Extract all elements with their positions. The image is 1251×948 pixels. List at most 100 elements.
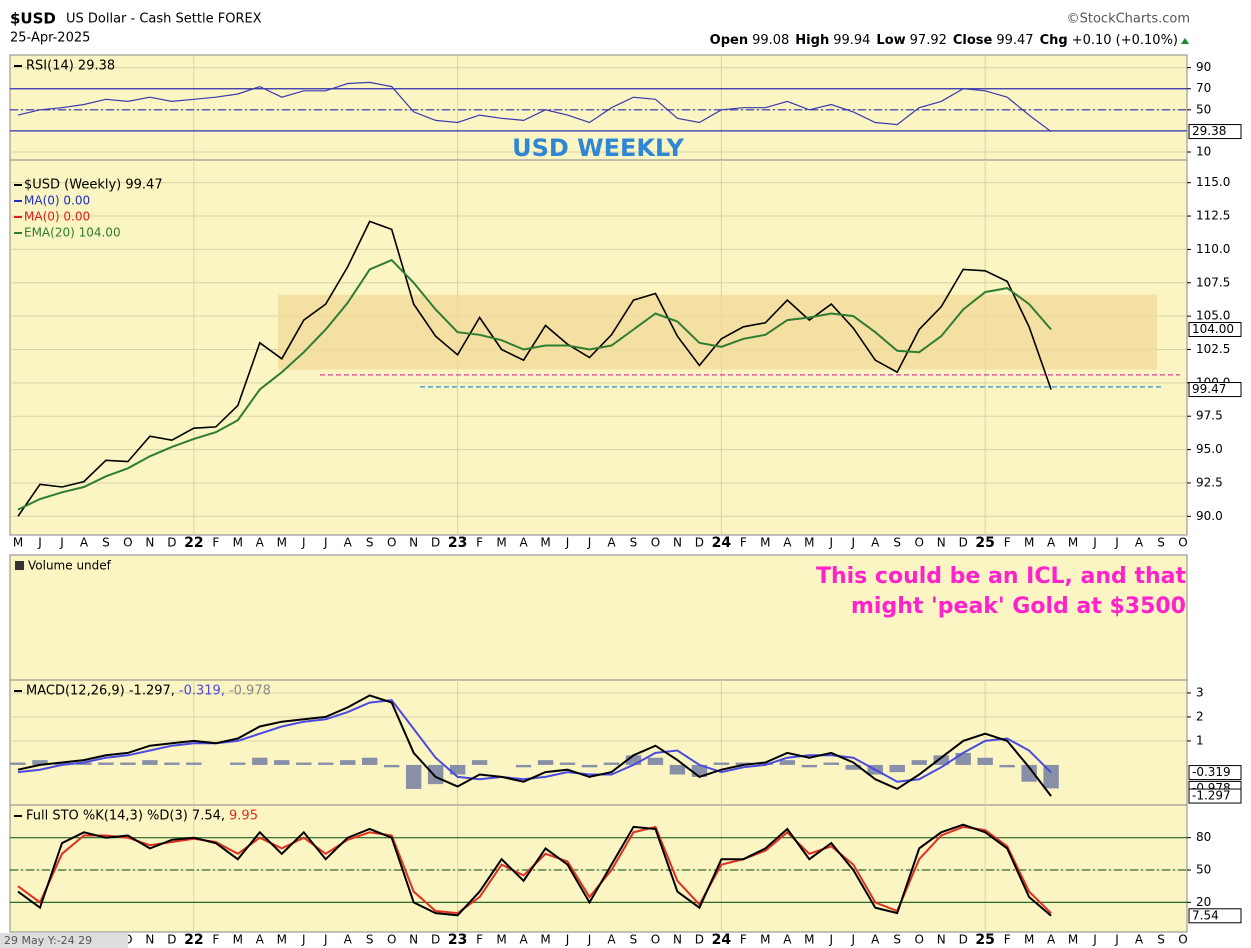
quote-value: 97.92 bbox=[910, 33, 947, 48]
quote-value: 99.94 bbox=[833, 33, 870, 48]
legend-label: Full STO %K(14,3) %D(3) 7.54, bbox=[26, 809, 225, 824]
series-line bbox=[17, 694, 1052, 797]
y-tick-label: 92.5 bbox=[1196, 475, 1223, 489]
x-tick-label: O bbox=[1178, 933, 1187, 947]
x-tick-label: A bbox=[783, 536, 792, 550]
y-tick-label: 97.5 bbox=[1196, 409, 1223, 423]
histogram-bar bbox=[274, 760, 290, 765]
x-tick-label: J bbox=[829, 933, 834, 947]
x-tick-label: N bbox=[937, 933, 946, 947]
x-tick-label: O bbox=[387, 536, 396, 550]
histogram-bar bbox=[405, 764, 422, 789]
x-tick-label: A bbox=[1047, 536, 1056, 550]
x-tick-label: M bbox=[1068, 536, 1078, 550]
x-tick-label: O bbox=[1178, 536, 1187, 550]
histogram-bar bbox=[120, 762, 136, 765]
histogram-bar bbox=[230, 762, 246, 765]
x-tick-label: J bbox=[323, 536, 328, 550]
quote-label: Close bbox=[953, 33, 993, 48]
x-tick-label: M bbox=[1024, 536, 1034, 550]
histogram-bar bbox=[933, 755, 949, 765]
histogram-bar bbox=[779, 760, 796, 765]
series-line bbox=[17, 699, 1052, 783]
series-line bbox=[17, 258, 1052, 511]
x-tick-label: J bbox=[829, 536, 834, 550]
quote-label: High bbox=[795, 33, 829, 48]
x-tick-label: O bbox=[651, 536, 660, 550]
x-tick-label: J bbox=[59, 536, 64, 550]
y-tick-label: 90.0 bbox=[1196, 509, 1223, 523]
x-tick-label: M bbox=[804, 536, 814, 550]
histogram-bar bbox=[1021, 764, 1037, 782]
x-tick-label: O bbox=[914, 536, 923, 550]
y-tick-label: 2 bbox=[1196, 709, 1204, 723]
x-tick-label: 22 bbox=[184, 932, 203, 948]
legend-label: $USD (Weekly) 99.47 bbox=[24, 178, 163, 193]
x-tick-label: A bbox=[256, 933, 265, 947]
histogram-bar bbox=[32, 760, 48, 765]
histogram-bar bbox=[449, 764, 466, 775]
series-line bbox=[17, 823, 1052, 917]
legend-label: MA(0) 0.00 bbox=[24, 210, 90, 224]
x-tick-label: 25 bbox=[975, 535, 994, 551]
x-tick-label: J bbox=[1092, 536, 1097, 550]
instrument-name: US Dollar - Cash Settle FOREX bbox=[66, 12, 262, 27]
series-line bbox=[17, 220, 1052, 517]
x-tick-label: A bbox=[80, 536, 89, 550]
x-tick-label: S bbox=[102, 536, 110, 550]
y-tick-label: 102.5 bbox=[1196, 342, 1230, 356]
histogram-bar bbox=[581, 764, 598, 768]
x-tick-label: A bbox=[519, 933, 528, 947]
x-tick-label: N bbox=[145, 536, 154, 550]
x-tick-label: O bbox=[651, 933, 660, 947]
x-tick-label: S bbox=[893, 933, 901, 947]
histogram-bar bbox=[98, 762, 114, 765]
x-tick-label: A bbox=[871, 933, 880, 947]
x-tick-label: O bbox=[123, 536, 132, 550]
x-tick-label: J bbox=[1114, 536, 1119, 550]
x-tick-label: A bbox=[607, 933, 616, 947]
x-tick-label: J bbox=[37, 536, 42, 550]
y-tick-label: 105.0 bbox=[1196, 309, 1230, 323]
x-tick-label: A bbox=[607, 536, 616, 550]
histogram-bar bbox=[625, 755, 642, 765]
x-tick-label: 25 bbox=[975, 932, 994, 948]
x-tick-label: M bbox=[233, 933, 243, 947]
histogram-bar bbox=[691, 764, 708, 777]
value-box bbox=[1188, 321, 1242, 337]
x-tick-label: M bbox=[540, 536, 550, 550]
histogram-bar bbox=[713, 762, 730, 765]
chart-title: USD WEEKLY bbox=[512, 134, 684, 162]
last-value-label: -0.319 bbox=[1192, 765, 1231, 779]
x-tick-label: F bbox=[476, 933, 483, 947]
x-tick-label: J bbox=[301, 933, 306, 947]
last-value-label: 104.00 bbox=[1192, 322, 1234, 336]
x-tick-label: J bbox=[323, 933, 328, 947]
histogram-bar bbox=[647, 757, 664, 765]
x-tick-label: S bbox=[893, 536, 901, 550]
histogram-bar bbox=[54, 762, 70, 765]
quote-value: 99.08 bbox=[752, 33, 789, 48]
x-tick-label: S bbox=[1157, 933, 1165, 947]
legend-label: MA(0) 0.00 bbox=[24, 194, 90, 208]
x-tick-label: J bbox=[851, 933, 856, 947]
volume-icon bbox=[15, 561, 24, 570]
x-tick-label: J bbox=[301, 536, 306, 550]
histogram-bar bbox=[845, 764, 861, 770]
x-tick-label: J bbox=[1114, 933, 1119, 947]
x-tick-label: S bbox=[366, 536, 374, 550]
histogram-bar bbox=[735, 762, 752, 765]
histogram-bar bbox=[10, 762, 26, 765]
x-tick-label: A bbox=[256, 536, 265, 550]
x-tick-label: M bbox=[760, 536, 770, 550]
y-tick-label: 1 bbox=[1196, 733, 1204, 747]
value-box bbox=[1188, 788, 1242, 804]
histogram-bar bbox=[537, 760, 554, 765]
histogram-bar bbox=[603, 762, 620, 765]
annotation: might 'peak' Gold at $3500 bbox=[851, 594, 1186, 619]
x-tick-label: M bbox=[496, 933, 506, 947]
panel-background bbox=[9, 54, 1188, 161]
histogram-bar bbox=[757, 762, 774, 765]
x-tick-label: M bbox=[277, 536, 287, 550]
